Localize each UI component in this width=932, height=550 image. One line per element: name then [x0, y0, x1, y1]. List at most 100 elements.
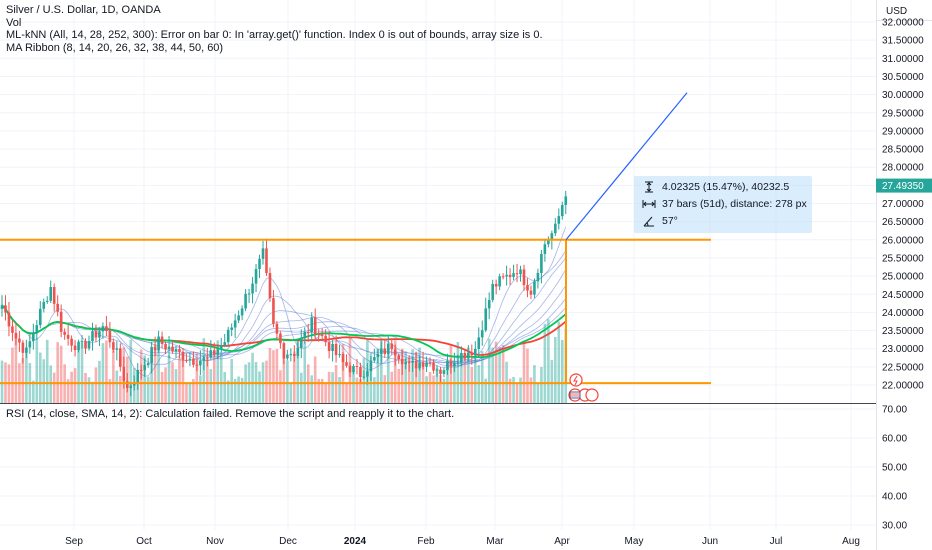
trend-projection-line[interactable] [565, 92, 688, 241]
volume-bar [303, 342, 307, 403]
candle-body [112, 342, 115, 350]
volume-bar [299, 372, 303, 403]
volume-bar [473, 349, 477, 403]
rsi-tick-label: 60.00 [882, 434, 907, 445]
horizontal-levels[interactable] [0, 238, 711, 385]
candle-body [505, 274, 508, 277]
candle-body [230, 327, 233, 330]
candle-body [272, 298, 275, 324]
candle-body [91, 331, 94, 342]
candle-body [174, 349, 178, 352]
volume-bar [362, 357, 366, 403]
lightning-event-icon[interactable] [569, 373, 583, 387]
time-tick-label: Nov [206, 536, 224, 547]
volume-bar [59, 345, 63, 403]
measure-tool-box[interactable]: 4.02325 (15.47%), 40232.5 37 bars (51d),… [634, 176, 812, 233]
candle-body [212, 350, 216, 355]
volume-bar [80, 342, 84, 403]
candle-body [449, 360, 453, 367]
candle-body [334, 343, 338, 356]
trend-line[interactable] [565, 92, 688, 241]
volume-bar [209, 369, 213, 403]
candle-body [487, 299, 491, 309]
time-tick-label: Dec [279, 536, 297, 547]
candle-body [393, 349, 397, 356]
volume-bar [508, 378, 512, 403]
volume-bar [393, 340, 397, 403]
candle-body [421, 362, 425, 367]
volume-bar [560, 340, 564, 403]
mlknn-indicator-label[interactable]: ML-kNN (All, 14, 28, 252, 300): Error on… [6, 29, 543, 41]
volume-bar [178, 357, 181, 403]
volume-bar [453, 360, 456, 403]
volume-bar [432, 375, 435, 403]
candle-body [327, 342, 331, 352]
volume-bar [206, 357, 209, 403]
volume-bar [150, 349, 153, 403]
volume-bar [240, 377, 244, 403]
rsi-indicator-label[interactable]: RSI (14, close, SMA, 14, 2): Calculation… [6, 408, 455, 420]
volume-bar [286, 360, 289, 403]
candle-body [192, 358, 195, 365]
candle-body [101, 326, 105, 332]
volume-bar [526, 348, 529, 403]
candle-body [515, 273, 519, 275]
candle-body [470, 352, 474, 356]
time-axis[interactable]: Sep Oct Nov Dec 2024 Feb Mar Apr May Jun Jul Aug [65, 536, 860, 547]
volume-bar [320, 378, 324, 403]
volume-bar [282, 350, 286, 403]
volume-bar [498, 347, 501, 403]
candle-body [226, 329, 230, 343]
candle-body [185, 359, 188, 361]
volume-bar [160, 372, 164, 403]
candle-body [258, 258, 261, 270]
volume-bar [345, 382, 348, 403]
volume-bar [449, 345, 453, 403]
volume-bar [373, 377, 376, 403]
volume-bar [188, 382, 192, 403]
volume-bar [467, 347, 470, 403]
candle-body [536, 273, 540, 282]
volume-indicator-label[interactable]: Vol [6, 16, 22, 29]
volume-bar [237, 376, 240, 403]
volume-bar [407, 357, 411, 403]
candle-body [282, 343, 286, 359]
volume-bar [157, 343, 160, 403]
candle-body [355, 366, 359, 368]
volume-bar [258, 371, 261, 403]
price-tick-label: 30.50000 [882, 72, 924, 83]
candle-body [564, 196, 568, 206]
rsi-axis[interactable]: 70.00 60.00 50.00 40.00 30.00 [882, 405, 907, 532]
price-tick-label: 22.50000 [882, 362, 924, 373]
symbol-title[interactable]: Silver / U.S. Dollar, 1D, OANDA [6, 4, 161, 16]
volume-bar [11, 347, 14, 403]
volume-bar [383, 375, 387, 403]
volume-bar [105, 340, 108, 403]
volume-bar [230, 359, 233, 403]
date-range-icon [642, 200, 656, 208]
ma-ribbon-indicator-label[interactable]: MA Ribbon (8, 14, 20, 26, 32, 38, 44, 50… [6, 41, 224, 54]
time-tick-label: Oct [136, 536, 152, 547]
candle-body [400, 359, 404, 365]
volume-bar [112, 350, 115, 403]
candle-body [550, 233, 554, 241]
economic-event-icon[interactable] [585, 388, 599, 402]
candle-body [136, 369, 140, 383]
candle-body [153, 346, 157, 351]
event-markers[interactable] [568, 373, 599, 402]
volume-bar [317, 378, 320, 403]
currency-label: USD [886, 6, 907, 17]
candle-body [299, 338, 303, 348]
candle-body [362, 376, 366, 378]
volume-bar [272, 350, 275, 403]
candle-body [73, 345, 77, 351]
volume-bar [543, 323, 547, 403]
volume-bar [386, 347, 390, 403]
volume-bar [119, 375, 122, 403]
volume-bar [522, 342, 526, 403]
volume-bar [341, 343, 345, 403]
time-tick-label: May [625, 536, 644, 547]
volume-bar [279, 370, 282, 403]
